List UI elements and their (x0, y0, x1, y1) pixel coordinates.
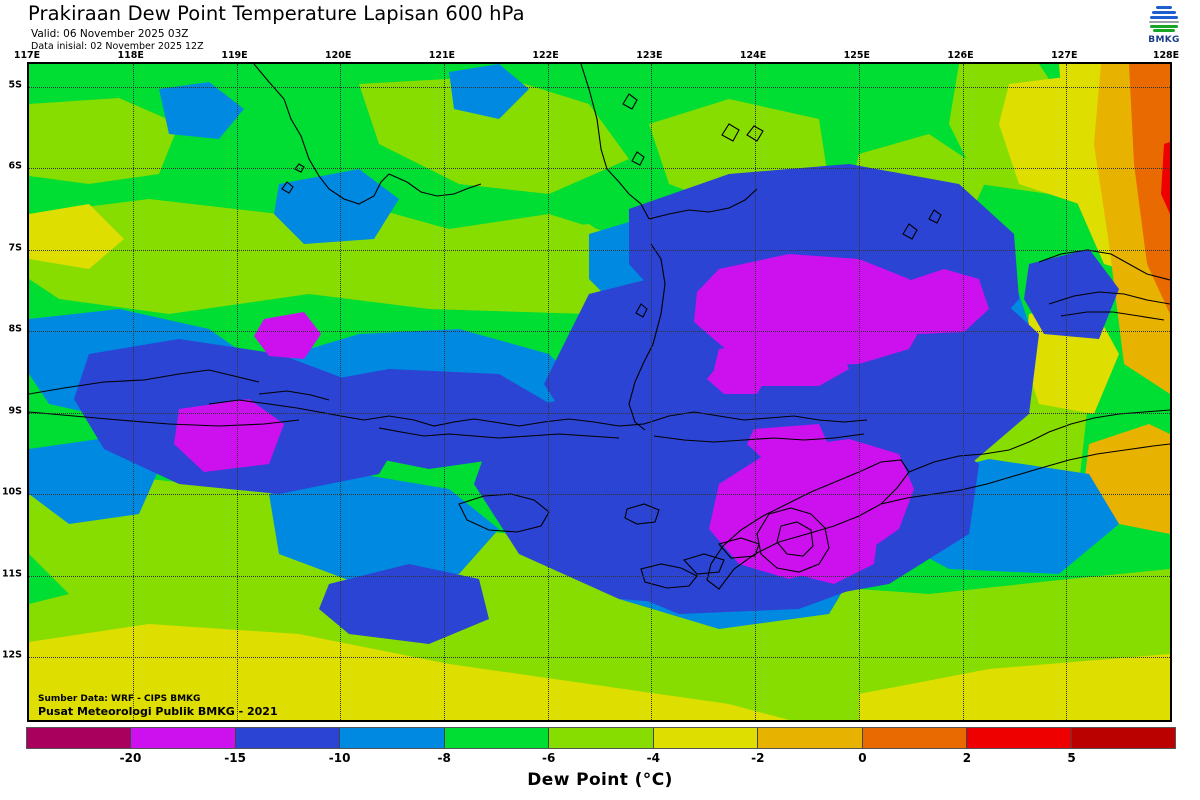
x-axis-label: 126E (947, 50, 974, 61)
bmkg-logo: BMKG (1141, 2, 1187, 50)
x-axis-label: 125E (843, 50, 870, 61)
colorbar-segment (967, 728, 1072, 748)
colorbar-segment (862, 728, 968, 748)
y-axis-label: 5S (8, 79, 22, 91)
colorbar-tick-label: -4 (646, 751, 660, 765)
colorbar-segment (1071, 728, 1175, 748)
colorbar-tick-label: -10 (328, 751, 351, 765)
map-plot-area[interactable] (27, 62, 1172, 722)
colorbar-segment (27, 728, 132, 748)
credits-source: Sumber Data: WRF - CIPS BMKG (38, 694, 201, 704)
initial-data-label: Data inisial: 02 November 2025 12Z (31, 41, 204, 52)
x-axis-label: 127E (1051, 50, 1078, 61)
page-title: Prakiraan Dew Point Temperature Lapisan … (28, 2, 525, 25)
valid-time-label: Valid: 06 November 2025 03Z (31, 28, 189, 40)
bmkg-globe-icon (1147, 2, 1181, 36)
dewpoint-contour-field (29, 64, 1170, 720)
x-axis-label: 123E (636, 50, 663, 61)
colorbar-segment (549, 728, 654, 748)
colorbar-tick-label: 5 (1067, 751, 1076, 765)
colorbar-segment (235, 728, 341, 748)
colorbar-segment (758, 728, 863, 748)
y-axis-label: 10S (1, 486, 22, 498)
x-axis-label: 128E (1152, 50, 1180, 61)
colorbar-segment (653, 728, 759, 748)
colorbar[interactable] (26, 727, 1176, 749)
credits-block: Sumber Data: WRF - CIPS BMKG Pusat Meteo… (38, 694, 278, 718)
y-axis-label: 8S (8, 323, 22, 335)
x-axis-label: 124E (739, 50, 767, 61)
colorbar-tick-label: -2 (751, 751, 765, 765)
y-axis-label: 9S (8, 405, 22, 417)
credits-publisher: Pusat Meteorologi Publik BMKG - 2021 (38, 705, 278, 718)
colorbar-tick-label: 2 (962, 751, 972, 765)
x-axis-label: 121E (428, 50, 456, 61)
colorbar-title: Dew Point (°C) (527, 770, 673, 790)
colorbar-segment (131, 728, 236, 748)
bmkg-logo-label: BMKG (1148, 35, 1180, 45)
colorbar-tick-label: -15 (224, 751, 246, 765)
x-axis-label: 118E (117, 50, 144, 61)
colorbar-tick-label: -20 (119, 751, 142, 765)
y-axis-label: 12S (1, 649, 22, 661)
x-axis-label: 117E (13, 50, 41, 61)
x-axis-label: 119E (221, 50, 248, 61)
x-axis-label: 120E (325, 50, 352, 61)
x-axis-label: 122E (532, 50, 559, 61)
colorbar-segment (444, 728, 550, 748)
colorbar-tick-label: -8 (437, 751, 451, 765)
y-axis-label: 7S (8, 242, 22, 254)
y-axis-label: 6S (8, 160, 22, 172)
colorbar-segment (340, 728, 445, 748)
y-axis-label: 11S (1, 568, 22, 580)
colorbar-tick-label: 0 (858, 751, 867, 765)
colorbar-tick-label: -6 (542, 751, 556, 765)
